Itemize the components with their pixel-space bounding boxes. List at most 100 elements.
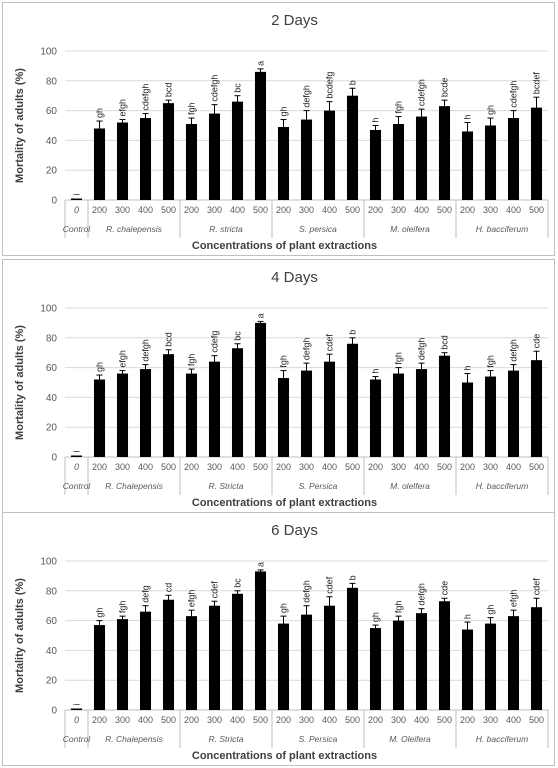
significance-label: defgh [509, 339, 519, 362]
x-tick-label: 300 [207, 462, 222, 472]
significance-label: gh [279, 603, 289, 613]
significance-label: efgh [187, 590, 197, 608]
group-label: R. stricta [209, 224, 243, 234]
x-tick-label: 500 [345, 205, 360, 215]
significance-label: defgh [417, 338, 427, 361]
group-label: R. chalepensis [106, 224, 163, 234]
x-tick-label: 400 [138, 462, 153, 472]
bar [208, 605, 221, 710]
bar [438, 106, 451, 200]
x-axis-title: Concentrations of plant extractions [192, 240, 377, 252]
bar [484, 125, 497, 200]
x-tick-label: 200 [368, 715, 383, 725]
y-tick-label: 100 [40, 304, 57, 315]
chart-panel-3: 6 Days 0 20 40 60 80 100 Mortality of adults (%… [2, 512, 555, 766]
chart-title: 2 Days [271, 12, 318, 29]
bar [323, 361, 336, 457]
significance-label: defgh [417, 583, 427, 606]
chart-svg-2: 4 Days 0 20 40 60 80 100 Mortality of adults (%… [14, 269, 549, 509]
x-tick-label: 400 [506, 205, 521, 215]
significance-label: fgh [279, 355, 289, 368]
x-tick-label: 300 [207, 715, 222, 725]
bar [507, 370, 520, 457]
significance-label: efgh [509, 590, 519, 608]
x-tick-label: 500 [253, 715, 268, 725]
group-label: M. olelfera [390, 481, 430, 491]
group-label: H. bacciferum [476, 734, 528, 744]
y-tick-label: 0 [51, 453, 57, 464]
x-tick-label: 500 [437, 205, 452, 215]
significance-label: gh [486, 105, 496, 115]
significance-label: cdef [532, 578, 542, 596]
significance-label: defgh [302, 338, 312, 361]
bar [139, 118, 152, 200]
bar [323, 110, 336, 200]
bar [277, 126, 290, 200]
y-tick-label: 40 [46, 393, 58, 404]
significance-label: cdefgh [141, 84, 151, 111]
bar [254, 571, 267, 710]
y-tick-label: 100 [40, 47, 57, 58]
group-label: S. Persica [299, 734, 338, 744]
bar [208, 361, 221, 457]
significance-label: i [72, 451, 82, 453]
chart-panel-1: 2 Days 0 20 40 60 80 100 Mortality of adults (%… [2, 2, 555, 256]
bar [116, 373, 129, 457]
group-label: S. Persica [299, 481, 338, 491]
significance-label: h [463, 614, 473, 619]
x-tick-label: 0 [74, 715, 79, 725]
x-tick-label: 200 [92, 205, 107, 215]
x-tick-label: 400 [506, 715, 521, 725]
bar [300, 614, 313, 710]
bar [300, 119, 313, 200]
bar [162, 354, 175, 457]
significance-label: bcdefg [325, 72, 335, 99]
significance-label: cdef [325, 334, 335, 352]
group-label: S. persica [299, 224, 337, 234]
group-label: R. Stricta [209, 481, 244, 491]
significance-label: bc [233, 578, 243, 588]
significance-label: bcd [440, 335, 450, 350]
bar [139, 611, 152, 710]
x-tick-label: 400 [138, 715, 153, 725]
x-tick-label: 200 [276, 462, 291, 472]
y-axis-title: Mortality of adults (%) [14, 578, 26, 693]
significance-label: fgh [118, 601, 128, 614]
x-tick-label: 500 [529, 462, 544, 472]
significance-label: fgh [187, 103, 197, 116]
x-tick-label: 500 [161, 205, 176, 215]
significance-label: gh [279, 107, 289, 117]
group-label: Control [63, 734, 92, 744]
significance-label: gh [95, 362, 105, 372]
bar [93, 379, 106, 457]
significance-label: h [463, 366, 473, 371]
y-tick-label: 60 [46, 616, 58, 627]
group-label: M. oleifera [390, 224, 430, 234]
x-tick-label: 300 [299, 715, 314, 725]
x-tick-label: 500 [529, 205, 544, 215]
significance-label: cdef [210, 581, 220, 599]
x-tick-label: 200 [460, 205, 475, 215]
bar [70, 708, 83, 710]
bar [530, 607, 543, 710]
significance-label: fgh [394, 601, 404, 614]
significance-label: h [371, 369, 381, 374]
chart-title: 4 Days [271, 269, 318, 286]
bar [530, 107, 543, 200]
y-tick-label: 80 [46, 586, 58, 597]
chart-svg-1: 2 Days 0 20 40 60 80 100 Mortality of adults (%… [14, 12, 549, 252]
bar [231, 348, 244, 457]
significance-label: fgh [486, 355, 496, 368]
bar [208, 113, 221, 200]
bar [231, 593, 244, 710]
y-tick-label: 100 [40, 557, 57, 568]
x-tick-label: 300 [115, 715, 130, 725]
bar [484, 376, 497, 457]
x-tick-label: 200 [184, 462, 199, 472]
y-tick-label: 20 [46, 676, 58, 687]
y-tick-label: 60 [46, 363, 58, 374]
x-tick-label: 300 [115, 462, 130, 472]
bar [254, 322, 267, 457]
significance-label: cdefgh [509, 81, 519, 108]
bar [185, 616, 198, 710]
